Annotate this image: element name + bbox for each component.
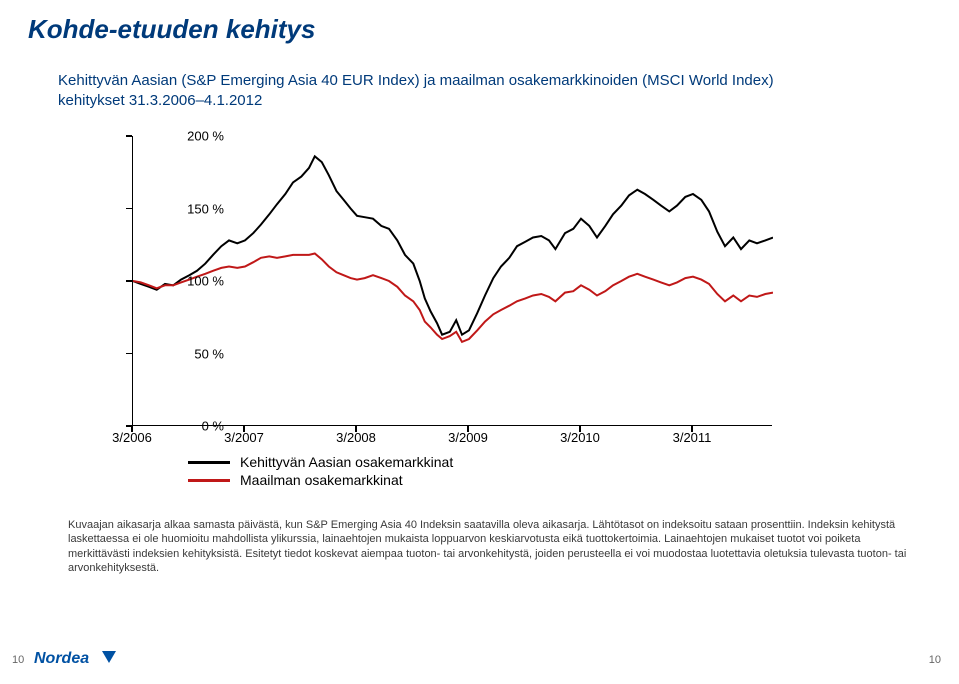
page-number-left: 10 bbox=[12, 654, 24, 666]
legend-label: Kehittyvän Aasian osakemarkkinat bbox=[240, 454, 453, 470]
legend-label: Maailman osakemarkkinat bbox=[240, 472, 403, 488]
logo-triangle-icon bbox=[102, 651, 116, 663]
chart-legend: Kehittyvän Aasian osakemarkkinat Maailma… bbox=[188, 454, 453, 490]
x-axis-tick-label: 3/2010 bbox=[560, 430, 600, 445]
legend-item: Maailman osakemarkkinat bbox=[188, 472, 453, 488]
x-axis-tick-mark bbox=[467, 426, 469, 432]
y-axis-tick-label: 200 % bbox=[187, 129, 224, 144]
y-axis-tick-label: 100 % bbox=[187, 274, 224, 289]
x-axis-tick-label: 3/2006 bbox=[112, 430, 152, 445]
x-axis-tick-mark bbox=[131, 426, 133, 432]
x-axis-tick-mark bbox=[579, 426, 581, 432]
y-axis-tick-label: 50 % bbox=[194, 346, 224, 361]
legend-swatch bbox=[188, 479, 230, 482]
y-axis-tick-label: 150 % bbox=[187, 201, 224, 216]
y-axis-tick-label: 0 % bbox=[202, 419, 224, 434]
x-axis-tick-label: 3/2009 bbox=[448, 430, 488, 445]
page-number-right: 10 bbox=[929, 654, 941, 666]
x-axis-tick-label: 3/2011 bbox=[673, 430, 712, 445]
page-subtitle: Kehittyvän Aasian (S&P Emerging Asia 40 … bbox=[0, 45, 800, 112]
x-axis-tick-mark bbox=[243, 426, 245, 432]
legend-item: Kehittyvän Aasian osakemarkkinat bbox=[188, 454, 453, 470]
y-axis-tick-mark bbox=[126, 280, 132, 282]
line-chart: 0 % 50 % 100 % 150 % 200 % 3/2006 3/2007 3/200… bbox=[60, 128, 800, 498]
y-axis-tick-mark bbox=[126, 135, 132, 137]
footnote-text: Kuvaajan aikasarja alkaa samasta päiväst… bbox=[68, 518, 908, 575]
y-axis-tick-mark bbox=[126, 208, 132, 210]
page-title: Kohde-etuuden kehitys bbox=[0, 0, 959, 45]
y-axis-tick-mark bbox=[126, 353, 132, 355]
plot-area bbox=[132, 136, 772, 426]
chart-lines bbox=[133, 136, 773, 426]
x-axis-tick-label: 3/2007 bbox=[224, 430, 264, 445]
legend-swatch bbox=[188, 461, 230, 464]
x-axis-tick-label: 3/2008 bbox=[336, 430, 376, 445]
x-axis-tick-mark bbox=[355, 426, 357, 432]
nordea-logo: Nordea bbox=[34, 647, 126, 674]
x-axis-tick-mark bbox=[691, 426, 693, 432]
logo-text: Nordea bbox=[34, 650, 89, 667]
